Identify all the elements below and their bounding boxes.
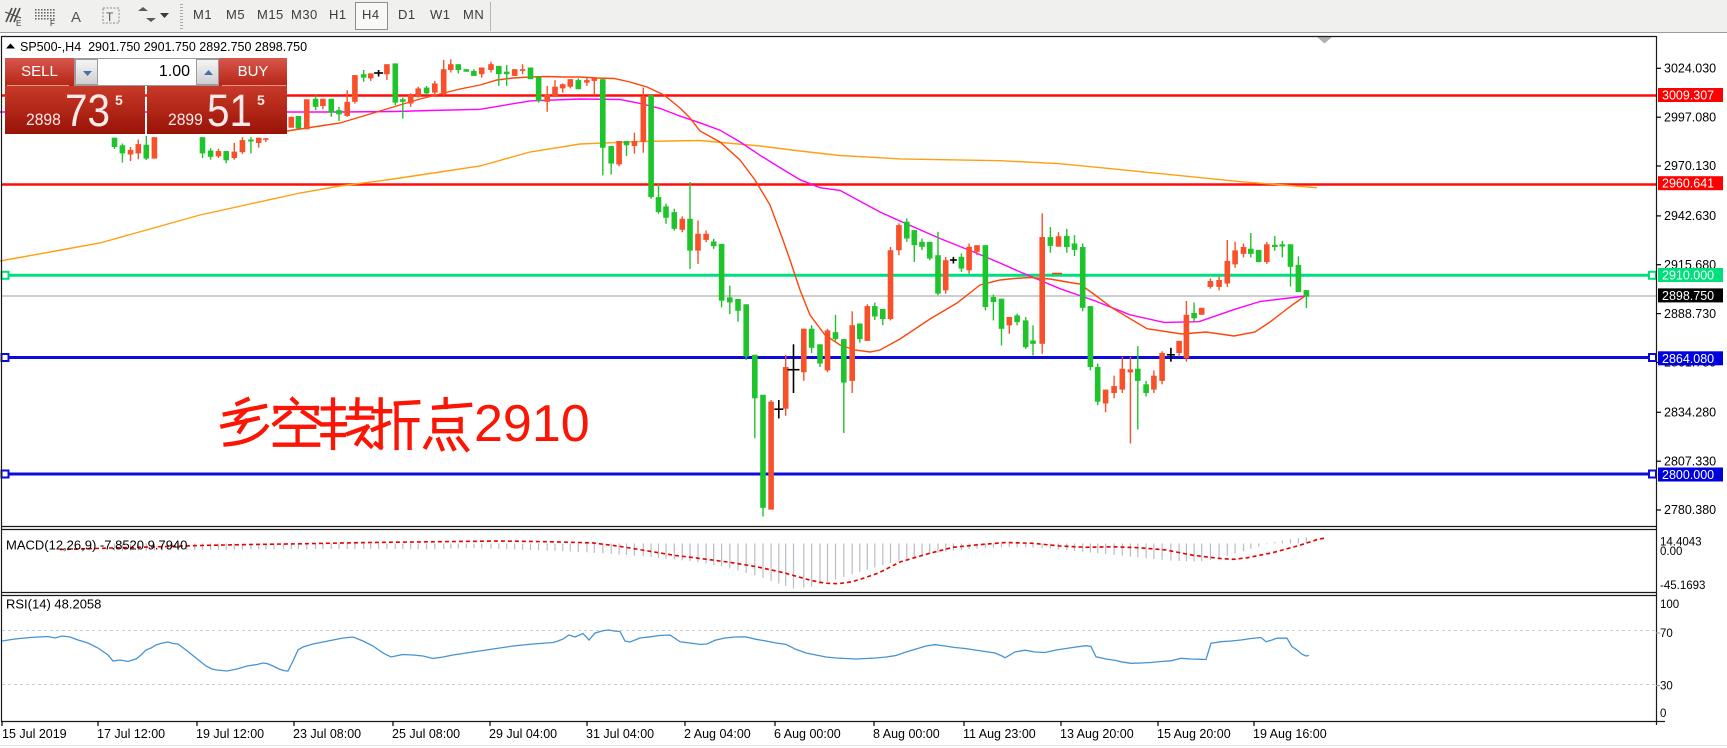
svg-text:2780.380: 2780.380: [1664, 503, 1716, 517]
svg-text:29 Jul 04:00: 29 Jul 04:00: [489, 727, 557, 741]
svg-text:3024.030: 3024.030: [1664, 62, 1716, 76]
svg-text:13 Aug 20:00: 13 Aug 20:00: [1060, 727, 1134, 741]
svg-text:8 Aug 00:00: 8 Aug 00:00: [873, 727, 940, 741]
svg-text:2807.330: 2807.330: [1664, 454, 1716, 468]
svg-text:3009.307: 3009.307: [1662, 89, 1714, 103]
svg-text:0: 0: [1660, 708, 1666, 720]
svg-text:2834.280: 2834.280: [1664, 406, 1716, 420]
svg-text:F: F: [50, 19, 55, 28]
svg-text:19 Jul 12:00: 19 Jul 12:00: [196, 727, 264, 741]
svg-text:SP500-,H4 2901.750 2901.750 2: SP500-,H4 2901.750 2901.750 2892.750 289…: [20, 40, 307, 54]
svg-text:6 Aug 00:00: 6 Aug 00:00: [774, 727, 841, 741]
svg-text:30: 30: [1660, 681, 1673, 693]
svg-text:2898.750: 2898.750: [1662, 289, 1714, 303]
svg-text:2970.130: 2970.130: [1664, 159, 1716, 173]
svg-text:E: E: [16, 19, 21, 28]
svg-text:2910.000: 2910.000: [1662, 269, 1714, 283]
svg-text:2942.630: 2942.630: [1664, 209, 1716, 223]
svg-text:25 Jul 08:00: 25 Jul 08:00: [392, 727, 460, 741]
svg-text:2997.080: 2997.080: [1664, 110, 1716, 124]
svg-text:100: 100: [1660, 599, 1679, 611]
svg-text:31 Jul 04:00: 31 Jul 04:00: [586, 727, 654, 741]
svg-text:19 Aug 16:00: 19 Aug 16:00: [1253, 727, 1327, 741]
svg-text:-45.1693: -45.1693: [1660, 580, 1705, 592]
svg-text:RSI(14) 48.2058: RSI(14) 48.2058: [6, 597, 101, 612]
svg-text:15 Aug 20:00: 15 Aug 20:00: [1157, 727, 1231, 741]
svg-text:15 Jul 2019: 15 Jul 2019: [2, 727, 67, 741]
svg-text:0.00: 0.00: [1660, 546, 1682, 558]
svg-text:11 Aug 23:00: 11 Aug 23:00: [963, 727, 1036, 741]
svg-text:A: A: [71, 9, 81, 26]
svg-text:2888.730: 2888.730: [1664, 307, 1716, 321]
svg-text:70: 70: [1660, 628, 1673, 640]
svg-text:2864.080: 2864.080: [1662, 352, 1714, 366]
svg-text:T: T: [106, 10, 114, 24]
svg-text:2800.000: 2800.000: [1662, 468, 1714, 482]
svg-text:MACD(12,26,9) -7.8520 9.7940: MACD(12,26,9) -7.8520 9.7940: [6, 538, 187, 553]
svg-text:2910: 2910: [474, 395, 590, 453]
svg-text:17 Jul 12:00: 17 Jul 12:00: [97, 727, 165, 741]
svg-text:2960.641: 2960.641: [1662, 177, 1714, 191]
svg-text:14.4043: 14.4043: [1660, 537, 1702, 549]
svg-text:2 Aug 04:00: 2 Aug 04:00: [684, 727, 751, 741]
svg-text:23 Jul 08:00: 23 Jul 08:00: [293, 727, 361, 741]
